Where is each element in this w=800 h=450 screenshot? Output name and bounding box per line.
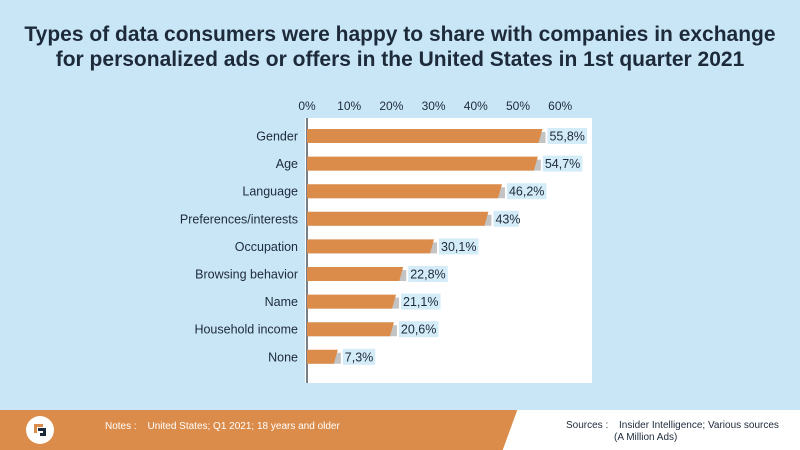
category-label: None — [268, 350, 298, 364]
category-label: Household income — [194, 323, 298, 337]
bar — [307, 184, 502, 199]
x-tick-label: 30% — [422, 99, 446, 113]
x-tick-label: 10% — [337, 99, 361, 113]
sources-text: Insider Intelligence; Various sources — [619, 420, 779, 431]
x-tick-label: 0% — [298, 99, 316, 113]
bar — [307, 349, 338, 364]
value-label: 55,8% — [549, 130, 584, 144]
title-line-1: Types of data consumers were happy to sh… — [24, 23, 776, 46]
bar-chart: 0% 10% 20% 30% 40% 50% 60% Gender 55,8% Age 54,7% L… — [180, 99, 592, 383]
chart-title: Types of data consumers were happy to sh… — [20, 22, 780, 72]
title-line-2: for personalized ads or offers in the Un… — [55, 48, 745, 71]
value-label-bg — [506, 183, 547, 200]
category-label: Preferences/interests — [180, 212, 298, 226]
footer-sources: Sources : Insider Intelligence; Various … — [566, 420, 779, 444]
x-tick-label: 20% — [379, 99, 403, 113]
value-label: 7,3% — [345, 350, 374, 364]
sources-label: Sources : — [566, 420, 609, 431]
value-label-bg — [439, 238, 479, 255]
value-label: 30,1% — [441, 240, 476, 254]
value-label: 22,8% — [410, 268, 445, 282]
sources-text-line-2: (A Million Ads) — [614, 432, 678, 443]
bar — [307, 267, 404, 281]
value-label: 43% — [495, 212, 520, 226]
bar — [307, 322, 394, 337]
chart-area: 0% 10% 20% 30% 40% 50% 60% Gender 55,8% Age 54,7% L… — [180, 99, 592, 383]
category-label: Browsing behavior — [195, 268, 298, 282]
bar — [307, 239, 435, 254]
footer-notes: Notes : United States; Q1 2021; 18 years… — [105, 421, 340, 432]
bar — [307, 294, 397, 309]
value-label: 20,6% — [401, 323, 436, 337]
bar — [307, 156, 538, 171]
brand-logo — [26, 416, 54, 444]
category-label: Age — [276, 157, 298, 171]
value-label-bg — [542, 155, 583, 172]
value-label-bg — [401, 293, 441, 310]
value-label-bg — [493, 210, 519, 227]
bar — [307, 211, 489, 226]
category-label: Occupation — [235, 240, 298, 254]
notes-label: Notes : — [105, 421, 137, 432]
value-label: 54,7% — [545, 157, 580, 171]
category-label: Name — [265, 295, 298, 309]
value-label: 46,2% — [509, 185, 544, 199]
value-label-bg — [398, 321, 439, 338]
x-tick-label: 60% — [548, 99, 572, 113]
logo-icon — [34, 424, 46, 436]
value-label-bg — [342, 348, 376, 365]
category-label: Gender — [256, 130, 298, 144]
bar — [307, 129, 543, 143]
value-label-bg — [408, 266, 448, 282]
value-label: 21,1% — [403, 295, 438, 309]
footer-sources-band — [530, 410, 800, 450]
value-label-bg — [547, 128, 587, 144]
x-tick-label: 40% — [464, 99, 488, 113]
category-label: Language — [242, 185, 298, 199]
notes-text: United States; Q1 2021; 18 years and old… — [147, 421, 340, 432]
footer-notes-band — [0, 410, 530, 450]
x-tick-label: 50% — [506, 99, 530, 113]
